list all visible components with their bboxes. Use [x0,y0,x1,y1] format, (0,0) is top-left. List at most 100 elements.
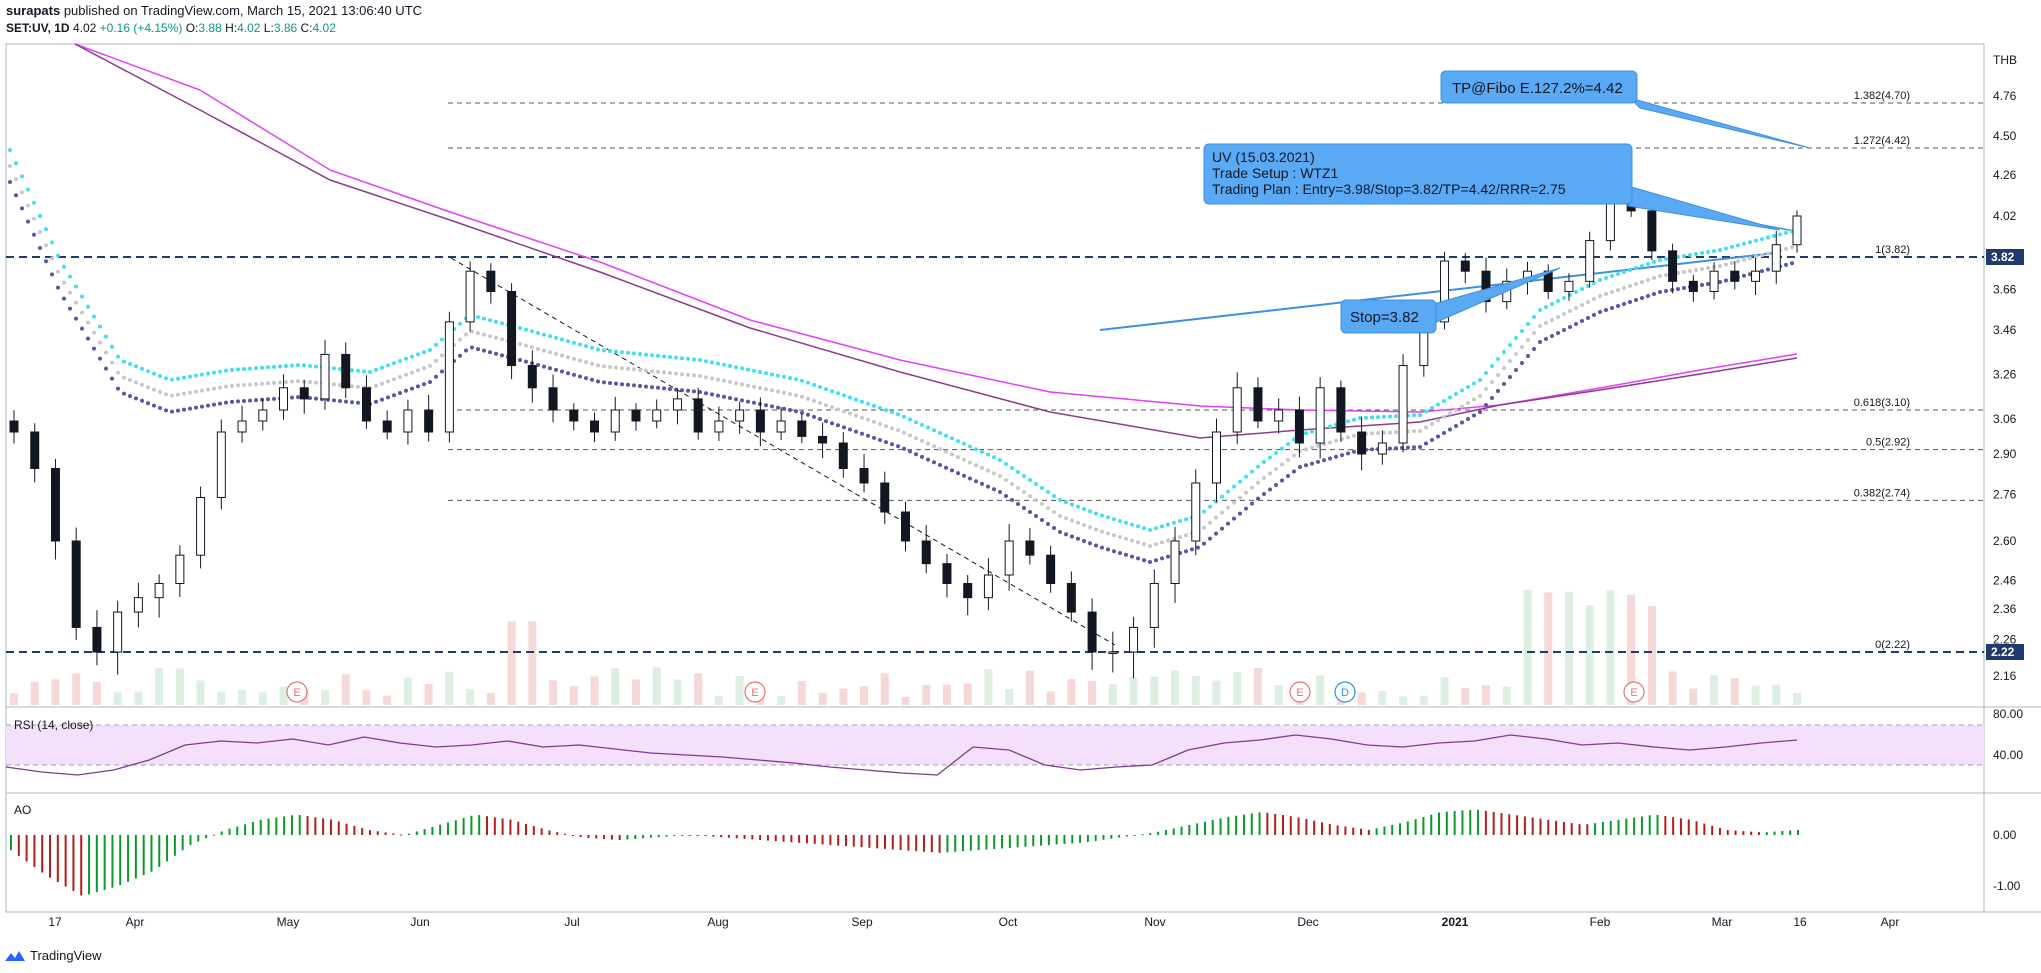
band-dot [62,296,66,301]
band-dot [98,356,102,361]
ao-bar [56,835,59,883]
candle-body [113,611,123,653]
footer-brand[interactable]: TradingView [4,948,102,963]
band-dot [1442,415,1446,419]
ao-bar [876,835,879,849]
time-tick-label: Mar [1712,915,1733,929]
band-dot [1184,549,1188,554]
band-dot [686,356,690,361]
band-dot [1280,462,1284,467]
band-dot [1124,520,1128,525]
stop-annotation[interactable]: Stop=3.82 [1340,267,1561,334]
band-dot [1238,479,1242,484]
candle-body [1647,210,1657,252]
band-dot [518,326,522,330]
band-dot [770,404,774,409]
ao-bar [501,818,504,835]
band-dot [1016,470,1020,474]
candle-body [507,290,517,367]
band-dot [314,396,318,401]
band-dot [476,347,480,352]
band-dot [1340,453,1344,458]
band-dot [1172,520,1176,525]
band-dot [1574,306,1578,310]
band-dot [470,329,474,334]
candle-body [71,540,81,628]
band-dot [86,320,90,325]
ao-bar [1032,835,1035,847]
author-name[interactable]: surapats [6,3,61,18]
ao-bar [1555,820,1558,835]
plan-annotation[interactable]: UV (15.03.2021) Trade Setup : WTZ1 Tradi… [1203,143,1781,231]
event-marker-circle[interactable] [744,681,766,703]
band-dot [386,395,390,400]
band-dot [308,364,312,368]
band-dot [1322,458,1326,463]
candle-body [1108,651,1118,654]
ao-bar [236,826,239,835]
ao-bar [1305,819,1308,835]
band-dot [572,372,576,377]
ao-bar [1196,823,1199,835]
ao-bar [486,816,489,835]
ao-bar [1414,819,1417,835]
band-dot [1076,504,1080,509]
time-axis[interactable]: 17 Apr May Jun Jul Aug Sep Oct Nov Dec 2021 Feb Mar 1… [48,915,1899,929]
rsi-label[interactable]: RSI (14, close) [14,718,93,732]
band-dot [1562,312,1566,316]
ao-bar [306,816,309,835]
band-dot [296,379,300,384]
band-dot [1394,414,1398,419]
volume-bar [922,684,931,705]
band-dot [848,427,852,432]
band-dot [584,360,588,365]
event-marker-circle[interactable] [1334,681,1356,703]
band-dot [890,410,894,415]
band-dot [644,352,648,357]
price-axis[interactable]: THB 4.76 4.50 4.26 4.02 3.82 3.66 3.46 3.26 3.06… [1993,53,2017,683]
ao-label[interactable]: AO [14,803,31,817]
event-marker-circle[interactable] [286,681,308,703]
band-dot [1010,466,1014,470]
band-dot [488,334,492,339]
time-tick-label: Feb [1590,915,1611,929]
band-dot [770,388,774,393]
band-dot [374,383,378,388]
band-dot [1634,282,1638,286]
band-dot [1484,371,1488,375]
ao-bar [1164,830,1167,835]
volume-bar [673,679,682,705]
band-dot [1544,305,1548,309]
event-marker-circle[interactable] [1289,681,1311,703]
band-dot [638,368,642,372]
volume-bar [424,683,433,705]
band-dot [1682,286,1686,290]
ao-bar [1672,817,1675,835]
band-dot [524,327,528,332]
candle-body [1564,280,1574,292]
band-dot [1346,435,1350,440]
band-dot [1664,257,1668,261]
band-dot [1262,476,1266,480]
ao-bar [49,835,52,878]
ao-bar [150,835,153,872]
band-dot [596,363,600,368]
band-dot [548,350,552,355]
band-dot [758,386,762,390]
band-dot [1562,328,1566,332]
band-dot [350,384,354,389]
band-dot [728,364,732,368]
price-tick-label: 2.76 [1993,488,2017,502]
candle-body [714,420,724,433]
event-marker-circle[interactable] [1623,681,1645,703]
band-dot [338,399,342,403]
band-dot [1418,445,1422,449]
band-dot [1700,251,1704,255]
tp-annotation[interactable]: TP@Fibo E.127.2%=4.42 [1440,70,1811,149]
band-dot [590,345,594,350]
band-dot [1784,246,1788,251]
band-dot [1046,522,1050,526]
ao-bar [267,818,270,835]
band-dot [1112,549,1116,554]
